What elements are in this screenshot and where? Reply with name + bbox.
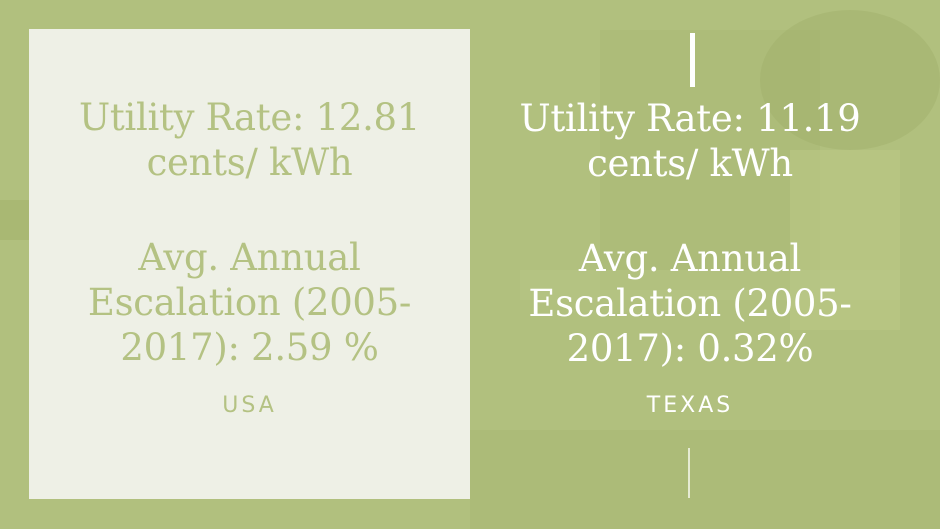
texas-rate: Utility Rate: 11.19 cents/ kWh [490,96,890,186]
usa-rate-line-2: cents/ kWh [146,141,353,184]
texas-panel: Utility Rate: 11.19 cents/ kWh Avg. Annu… [490,0,890,529]
bottom-divider [688,448,690,498]
texas-escalation: Avg. Annual Escalation (2005- 2017): 0.3… [490,236,890,371]
texas-esc-line-2: Escalation (2005- [528,282,852,325]
top-divider [690,33,695,87]
texas-esc-line-1: Avg. Annual [578,237,802,280]
usa-escalation: Avg. Annual Escalation (2005- 2017): 2.5… [29,235,470,370]
texas-label: TEXAS [646,393,734,418]
texas-rate-line-1: Utility Rate: 11.19 [519,97,861,140]
texas-rate-line-2: cents/ kWh [587,142,793,185]
usa-esc-line-3: 2017): 2.59 % [120,326,379,369]
usa-rate: Utility Rate: 12.81 cents/ kWh [29,95,470,185]
usa-rate-line-1: Utility Rate: 12.81 [78,96,421,139]
usa-esc-line-1: Avg. Annual [138,236,361,279]
texas-esc-line-3: 2017): 0.32% [566,327,814,370]
usa-panel: Utility Rate: 12.81 cents/ kWh Avg. Annu… [29,29,470,499]
usa-esc-line-2: Escalation (2005- [87,281,412,324]
usa-label: USA [222,393,277,418]
